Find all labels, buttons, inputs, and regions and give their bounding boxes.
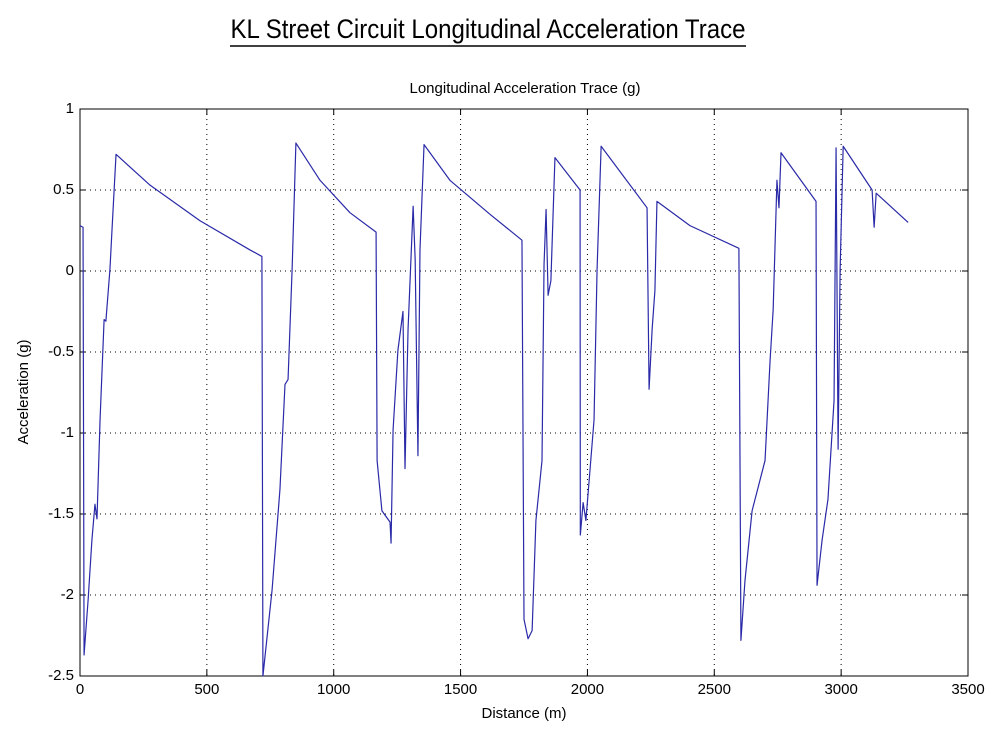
x-tick-label: 1000 [317,681,350,698]
y-tick-label: -1 [61,424,74,441]
x-tick-label: 1500 [444,681,477,698]
chart-title: KL Street Circuit Longitudinal Accelerat… [231,14,746,44]
x-tick-label: 500 [194,681,219,698]
x-axis-label: Distance (m) [481,705,566,722]
x-tick-label: 0 [76,681,84,698]
y-tick-label: -1.5 [48,505,74,522]
y-tick-label: -0.5 [48,343,74,360]
x-tick-label: 3000 [824,681,857,698]
y-axis-label: Acceleration (g) [15,339,32,444]
y-tick-label: -2 [61,586,74,603]
y-tick-label: 0 [66,262,74,279]
y-tick-label: -2.5 [48,667,74,684]
x-tick-label: 2000 [571,681,604,698]
x-tick-label: 2500 [698,681,731,698]
y-tick-label: 0.5 [53,181,74,198]
y-tick-label: 1 [66,100,74,117]
x-tick-label: 3500 [951,681,984,698]
chart-subtitle: Longitudinal Acceleration Trace (g) [410,80,641,97]
trace-line [79,142,909,677]
plot-frame [79,108,969,677]
